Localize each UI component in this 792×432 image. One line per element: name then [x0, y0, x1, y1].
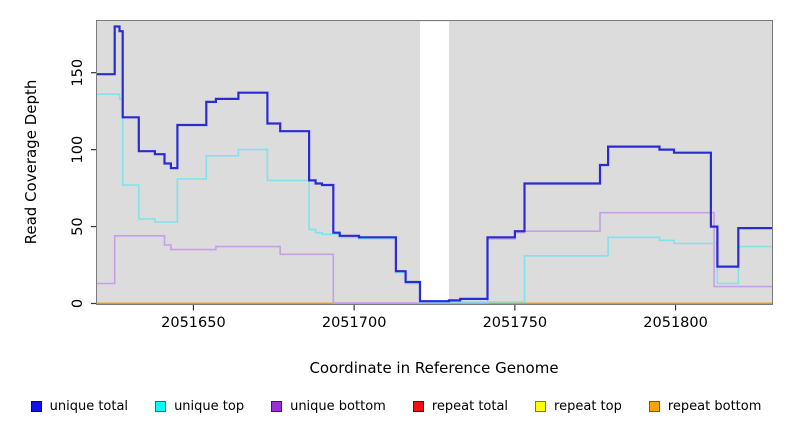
legend-item-repeat-top: repeat top	[535, 399, 622, 414]
legend-item-repeat-total: repeat total	[412, 399, 509, 414]
series-line-unique-total	[97, 25, 772, 303]
legend-item-unique-bottom: unique bottom	[271, 399, 386, 414]
x-tick-label: 2051650	[161, 315, 226, 331]
legend-swatch-icon	[155, 401, 167, 412]
legend-swatch-icon	[648, 401, 660, 412]
panel-border	[96, 20, 773, 305]
x-tick-label: 2051700	[322, 315, 387, 331]
legend-item-unique-total: unique total	[30, 399, 129, 414]
legend-swatch-icon	[412, 401, 424, 412]
x-tick-label: 2051750	[483, 315, 548, 331]
legend-item-unique-top: unique top	[155, 399, 244, 414]
legend-swatch-icon	[30, 401, 42, 412]
legend-swatch-icon	[271, 401, 283, 412]
no-data-gap	[420, 21, 449, 301]
series-line-unique-bottom	[97, 211, 772, 304]
y-tick-label: 150	[70, 59, 86, 87]
y-tick-label: 100	[70, 136, 86, 164]
y-tick-label: 0	[70, 299, 86, 308]
y-axis-title: Read Coverage Depth	[22, 79, 40, 245]
legend-label: repeat bottom	[667, 399, 762, 414]
y-tick-label: 50	[70, 217, 86, 235]
legend-label: repeat top	[554, 399, 622, 414]
x-tick-label: 2051800	[643, 315, 708, 331]
legend-label: unique top	[174, 399, 245, 414]
legend-swatch-icon	[535, 401, 547, 412]
x-axis-title: Coordinate in Reference Genome	[309, 359, 559, 377]
legend-label: unique bottom	[290, 399, 386, 414]
legend: unique total unique top unique bottom repea…	[0, 399, 792, 414]
series-line-unique-top	[97, 93, 772, 303]
legend-label: repeat total	[431, 399, 509, 414]
legend-item-repeat-bottom: repeat bottom	[648, 399, 762, 414]
legend-label: unique total	[49, 399, 129, 414]
